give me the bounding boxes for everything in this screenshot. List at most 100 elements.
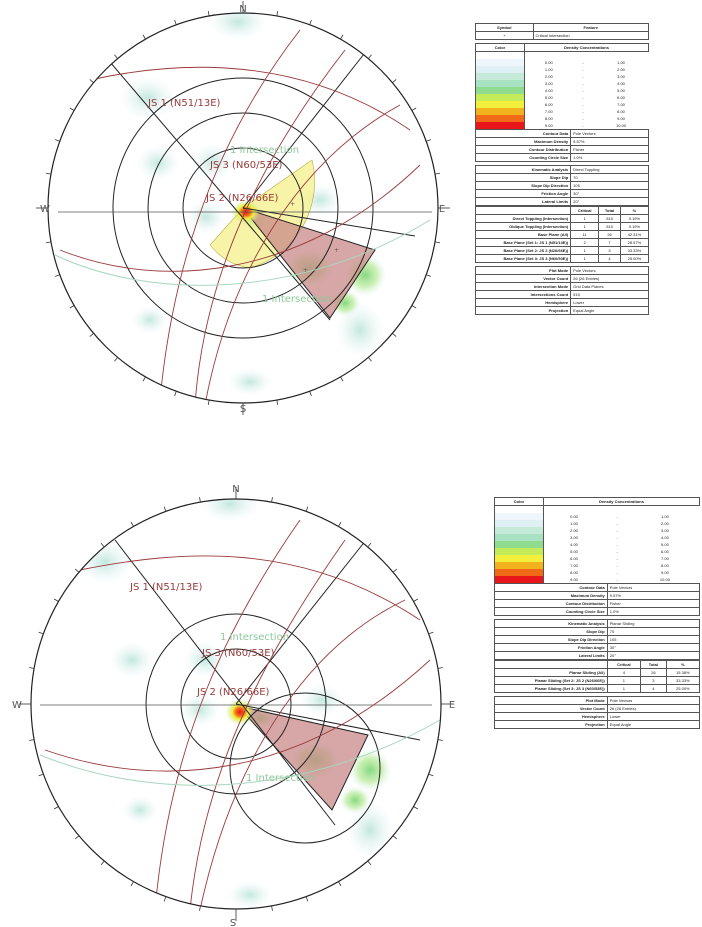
info-label: Contour Distribution xyxy=(494,599,608,608)
color-swatch xyxy=(494,520,544,527)
info-value: Equal Angle xyxy=(606,720,701,729)
info-label: Counting Circle Size xyxy=(494,607,608,616)
degree-tick xyxy=(74,835,80,840)
info-label: Vector Count xyxy=(494,704,608,713)
critical-cell: 33.33% xyxy=(665,676,701,685)
color-swatch xyxy=(494,513,544,520)
degree-tick xyxy=(53,598,59,602)
density-value: 4.00 xyxy=(617,81,625,86)
density-value: - xyxy=(616,577,618,582)
top-js2-label: JS 2 (N26/66E) xyxy=(205,193,279,204)
top-contour-info: Contour Data Pole Vectors Maximum Density 9… xyxy=(474,129,649,162)
info-label: Intersections Count xyxy=(474,290,572,299)
density-value: - xyxy=(582,95,584,100)
density-value: 7.00 xyxy=(570,563,578,568)
color-swatch xyxy=(494,541,544,548)
degree-tick xyxy=(276,10,279,17)
density-value: - xyxy=(582,88,584,93)
critical-header xyxy=(474,206,572,215)
info-row: Lateral Limits 20° xyxy=(474,197,649,206)
critical-row: Base Plane (Set 2: JS 2 (N26/66E)) 1 3 33.3… xyxy=(474,246,650,255)
degree-tick xyxy=(89,333,94,337)
info-label: Projection xyxy=(494,720,608,729)
density-value: 3.00 xyxy=(544,81,553,86)
critical-cell: 1 xyxy=(570,254,600,263)
info-label: Slope Dip xyxy=(474,173,572,182)
density-value: 7.00 xyxy=(661,556,669,561)
density-value: 6.00 xyxy=(570,556,578,561)
info-value: Lower xyxy=(606,712,701,721)
info-label: Hemisphere xyxy=(494,712,608,721)
critical-cell: 0.19% xyxy=(619,214,650,223)
info-value: Direct Toppling xyxy=(570,165,649,174)
degree-tick xyxy=(100,542,105,548)
info-row: Projection Equal Angle xyxy=(494,720,701,729)
degree-tick xyxy=(338,521,342,527)
density-row: 9.00 - 10.00 xyxy=(494,576,700,583)
degree-tick xyxy=(428,631,434,635)
critical-cell: 2 xyxy=(570,238,600,247)
degree-tick xyxy=(368,357,372,362)
info-row: Counting Circle Size 1.0% xyxy=(474,153,649,162)
density-row: 1.00 - 2.00 xyxy=(494,520,700,527)
degree-tick xyxy=(114,54,118,59)
info-row: Hemisphere Lower xyxy=(474,298,649,307)
bottom-critical-table: Critical Total% Planar Sliding (All) 4 26 15.… xyxy=(494,660,701,693)
density-value: - xyxy=(616,514,618,519)
critical-cell: Base Plane (Set 2: JS 2 (N26/66E)) xyxy=(474,246,572,255)
density-value: 8.00 xyxy=(661,563,669,568)
critical-cell: Planar Sliding (Set 3: JS 3 (N60/53E)) xyxy=(494,684,608,693)
info-value: 105 xyxy=(570,181,649,190)
density-value: 3.00 xyxy=(617,74,625,79)
density-value: 2.00 xyxy=(617,67,625,72)
density-row: 9.00 - 10.00 xyxy=(475,122,649,129)
info-row: Maximum Density 9.57% xyxy=(474,137,649,146)
bottom-critical-wedge xyxy=(236,705,369,811)
degree-tick xyxy=(426,139,432,142)
degree-tick xyxy=(29,667,35,669)
degree-tick xyxy=(434,172,441,175)
bottom-north-label: N xyxy=(232,484,239,495)
info-row: Friction Angle 30° xyxy=(474,189,649,198)
degree-tick xyxy=(130,521,134,527)
info-label: Vector Count xyxy=(474,274,572,283)
info-value: Pole Vectors xyxy=(570,266,649,275)
density-row: 7.00 - 8.00 xyxy=(475,108,649,115)
degree-tick xyxy=(392,333,397,337)
info-label: Contour Data xyxy=(474,129,572,138)
degree-tick xyxy=(434,241,441,244)
info-value: 1.0% xyxy=(606,607,701,616)
info-value: 26 (26 Entries) xyxy=(570,274,649,283)
density-value: - xyxy=(582,123,584,128)
info-row: Slope Dip Direction 105 xyxy=(494,635,701,644)
info-value: Planar Sliding xyxy=(606,619,701,628)
density-value: - xyxy=(616,521,618,526)
info-label: Maximum Density xyxy=(494,591,608,600)
density-value: 8.00 xyxy=(617,109,625,114)
info-value: 20° xyxy=(606,651,701,660)
info-label: Plot Mode xyxy=(494,696,608,705)
info-value: Fisher xyxy=(570,145,649,154)
degree-tick xyxy=(437,739,443,741)
info-row: Contour Data Pole Vectors xyxy=(474,129,649,138)
info-value: 1.0% xyxy=(570,153,649,162)
density-row: 3.00 - 4.00 xyxy=(475,80,649,87)
density-value: 6.00 xyxy=(661,549,669,554)
info-label: Contour Data xyxy=(494,583,608,592)
color-swatch xyxy=(475,94,525,101)
density-row: 4.00 - 5.00 xyxy=(475,87,649,94)
density-value: - xyxy=(582,116,584,121)
critical-header: Total xyxy=(598,206,621,215)
critical-row: Base Plane (Set 3: JS 3 (N60/53E)) 1 4 25.0… xyxy=(474,254,650,263)
degree-tick xyxy=(199,905,201,911)
info-value: 30° xyxy=(570,189,649,198)
degree-tick xyxy=(305,896,309,902)
density-row: 3.00 - 4.00 xyxy=(494,534,700,541)
critical-row: Planar Sliding (All) 4 26 15.38% xyxy=(494,668,701,677)
degree-tick xyxy=(309,391,312,397)
info-row: Slope Dip 70 xyxy=(474,173,649,182)
info-row: Intersections Count 515 xyxy=(474,290,649,299)
density-value: 4.00 xyxy=(570,542,578,547)
density-value: 7.00 xyxy=(617,102,625,107)
